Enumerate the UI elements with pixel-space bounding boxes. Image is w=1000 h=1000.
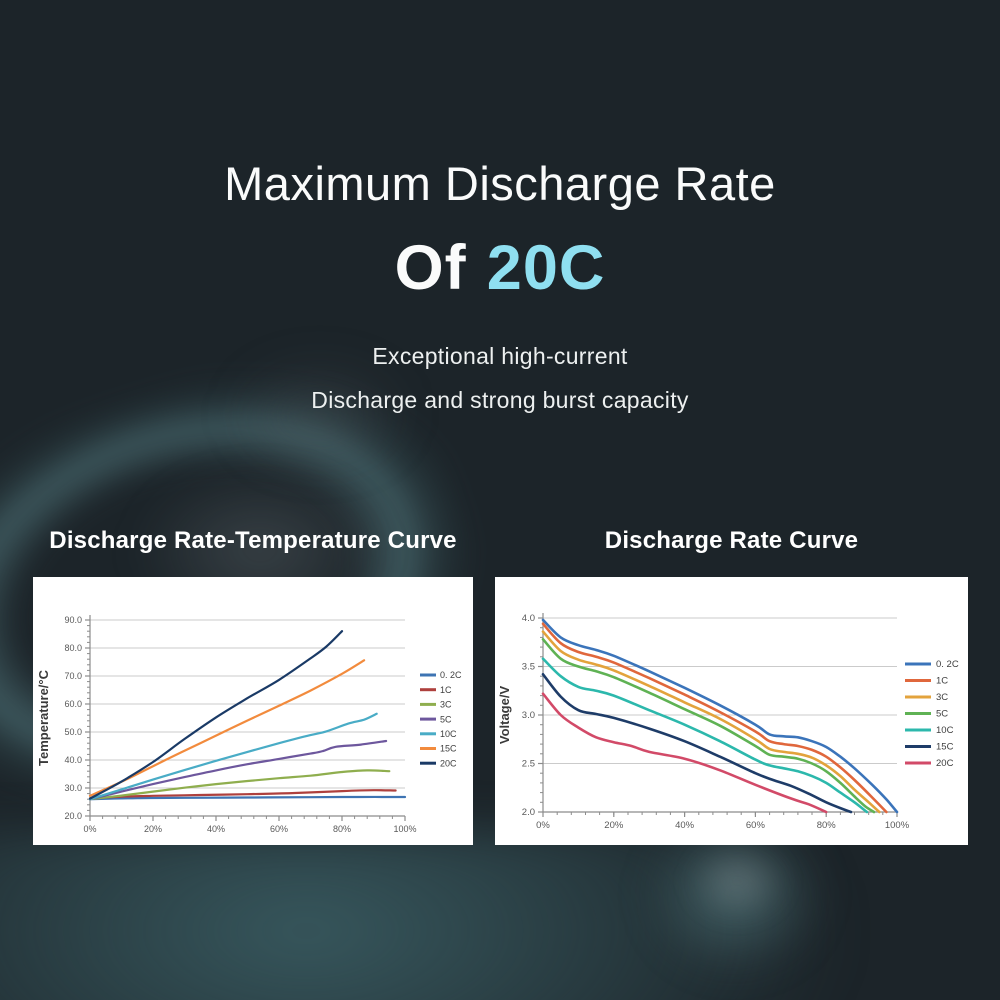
legend-label: 3C [440, 700, 452, 710]
x-tick-label: 80% [333, 824, 351, 834]
legend-label: 5C [936, 709, 948, 720]
discharge-chart-heading: Discharge Rate Curve [604, 527, 859, 554]
y-tick-label: 80.0 [64, 643, 82, 653]
series-line-15C [541, 673, 853, 814]
series-line-5C [541, 638, 876, 814]
series-line-3C [541, 630, 881, 814]
y-tick-label: 50.0 [64, 727, 82, 737]
series-line-20C [541, 692, 828, 814]
legend-label: 0. 2C [936, 659, 959, 670]
series-line-02C [88, 795, 407, 801]
x-tick-label: 40% [675, 820, 695, 831]
legend-label: 20C [936, 758, 954, 769]
legend-label: 15C [440, 744, 457, 754]
y-tick-label: 70.0 [64, 671, 82, 681]
y-tick-label: 60.0 [64, 699, 82, 709]
y-tick-label: 2.5 [522, 759, 535, 770]
legend-label: 15C [936, 742, 954, 753]
page-title-line-2: Of 20C [0, 232, 1000, 304]
x-tick-label: 0% [83, 824, 96, 834]
temperature-chart-card: 0% 20% 40% 60% 80% 100% 20.0 30.0 40.0 50.0 60.0 70… [33, 577, 473, 845]
temperature-chart-heading: Discharge Rate-Temperature Curve [49, 527, 457, 554]
subtitle-line-1: Exceptional high-current [372, 343, 628, 369]
series-line-1C [541, 622, 888, 814]
legend-label: 0. 2C [440, 670, 462, 680]
y-tick-label: 2.0 [522, 807, 535, 818]
x-tick-label: 100% [393, 824, 416, 834]
x-tick-label: 60% [270, 824, 288, 834]
x-tick-label: 0% [536, 820, 550, 831]
legend-label: 5C [440, 714, 452, 724]
subtitle-line-2: Discharge and strong burst capacity [311, 387, 689, 413]
x-tick-label: 20% [604, 820, 624, 831]
x-tick-label: 40% [207, 824, 225, 834]
x-tick-label: 80% [817, 820, 837, 831]
y-tick-label: 30.0 [64, 783, 82, 793]
legend-label: 1C [936, 676, 948, 687]
series-line-10C [541, 657, 869, 814]
legend-label: 10C [936, 725, 954, 736]
discharge-chart-card: 0% 20% 40% 60% 80% 100% 2.0 2.5 3.0 3.5 4.0 Voltage… [495, 577, 968, 845]
page-title: Maximum Discharge Rate [224, 157, 776, 210]
x-tick-label: 20% [144, 824, 162, 834]
legend-label: 10C [440, 729, 457, 739]
discharge-rate-chart: 0% 20% 40% 60% 80% 100% 2.0 2.5 3.0 3.5 4.0 Voltage… [497, 613, 959, 831]
title-prefix: Of [394, 233, 467, 303]
series-line-20C [88, 630, 344, 800]
y-axis-title: Temperature/°C [36, 669, 51, 766]
y-axis-title: Voltage/V [497, 686, 512, 745]
y-tick-label: 3.5 [522, 662, 535, 673]
legend-label: 20C [440, 758, 457, 768]
y-tick-label: 40.0 [64, 755, 82, 765]
legend-label: 3C [936, 692, 948, 703]
y-tick-label: 3.0 [522, 710, 535, 721]
series-line-02C [541, 618, 899, 814]
y-tick-label: 90.0 [64, 615, 82, 625]
x-tick-label: 60% [746, 820, 766, 831]
y-tick-label: 20.0 [64, 811, 82, 821]
temperature-chart: 0% 20% 40% 60% 80% 100% 20.0 30.0 40.0 50.0 60.0 70… [36, 615, 462, 834]
legend-label: 1C [440, 685, 452, 695]
x-tick-label: 100% [885, 820, 910, 831]
title-highlight-20c: 20C [486, 233, 606, 303]
y-tick-label: 4.0 [522, 613, 535, 624]
